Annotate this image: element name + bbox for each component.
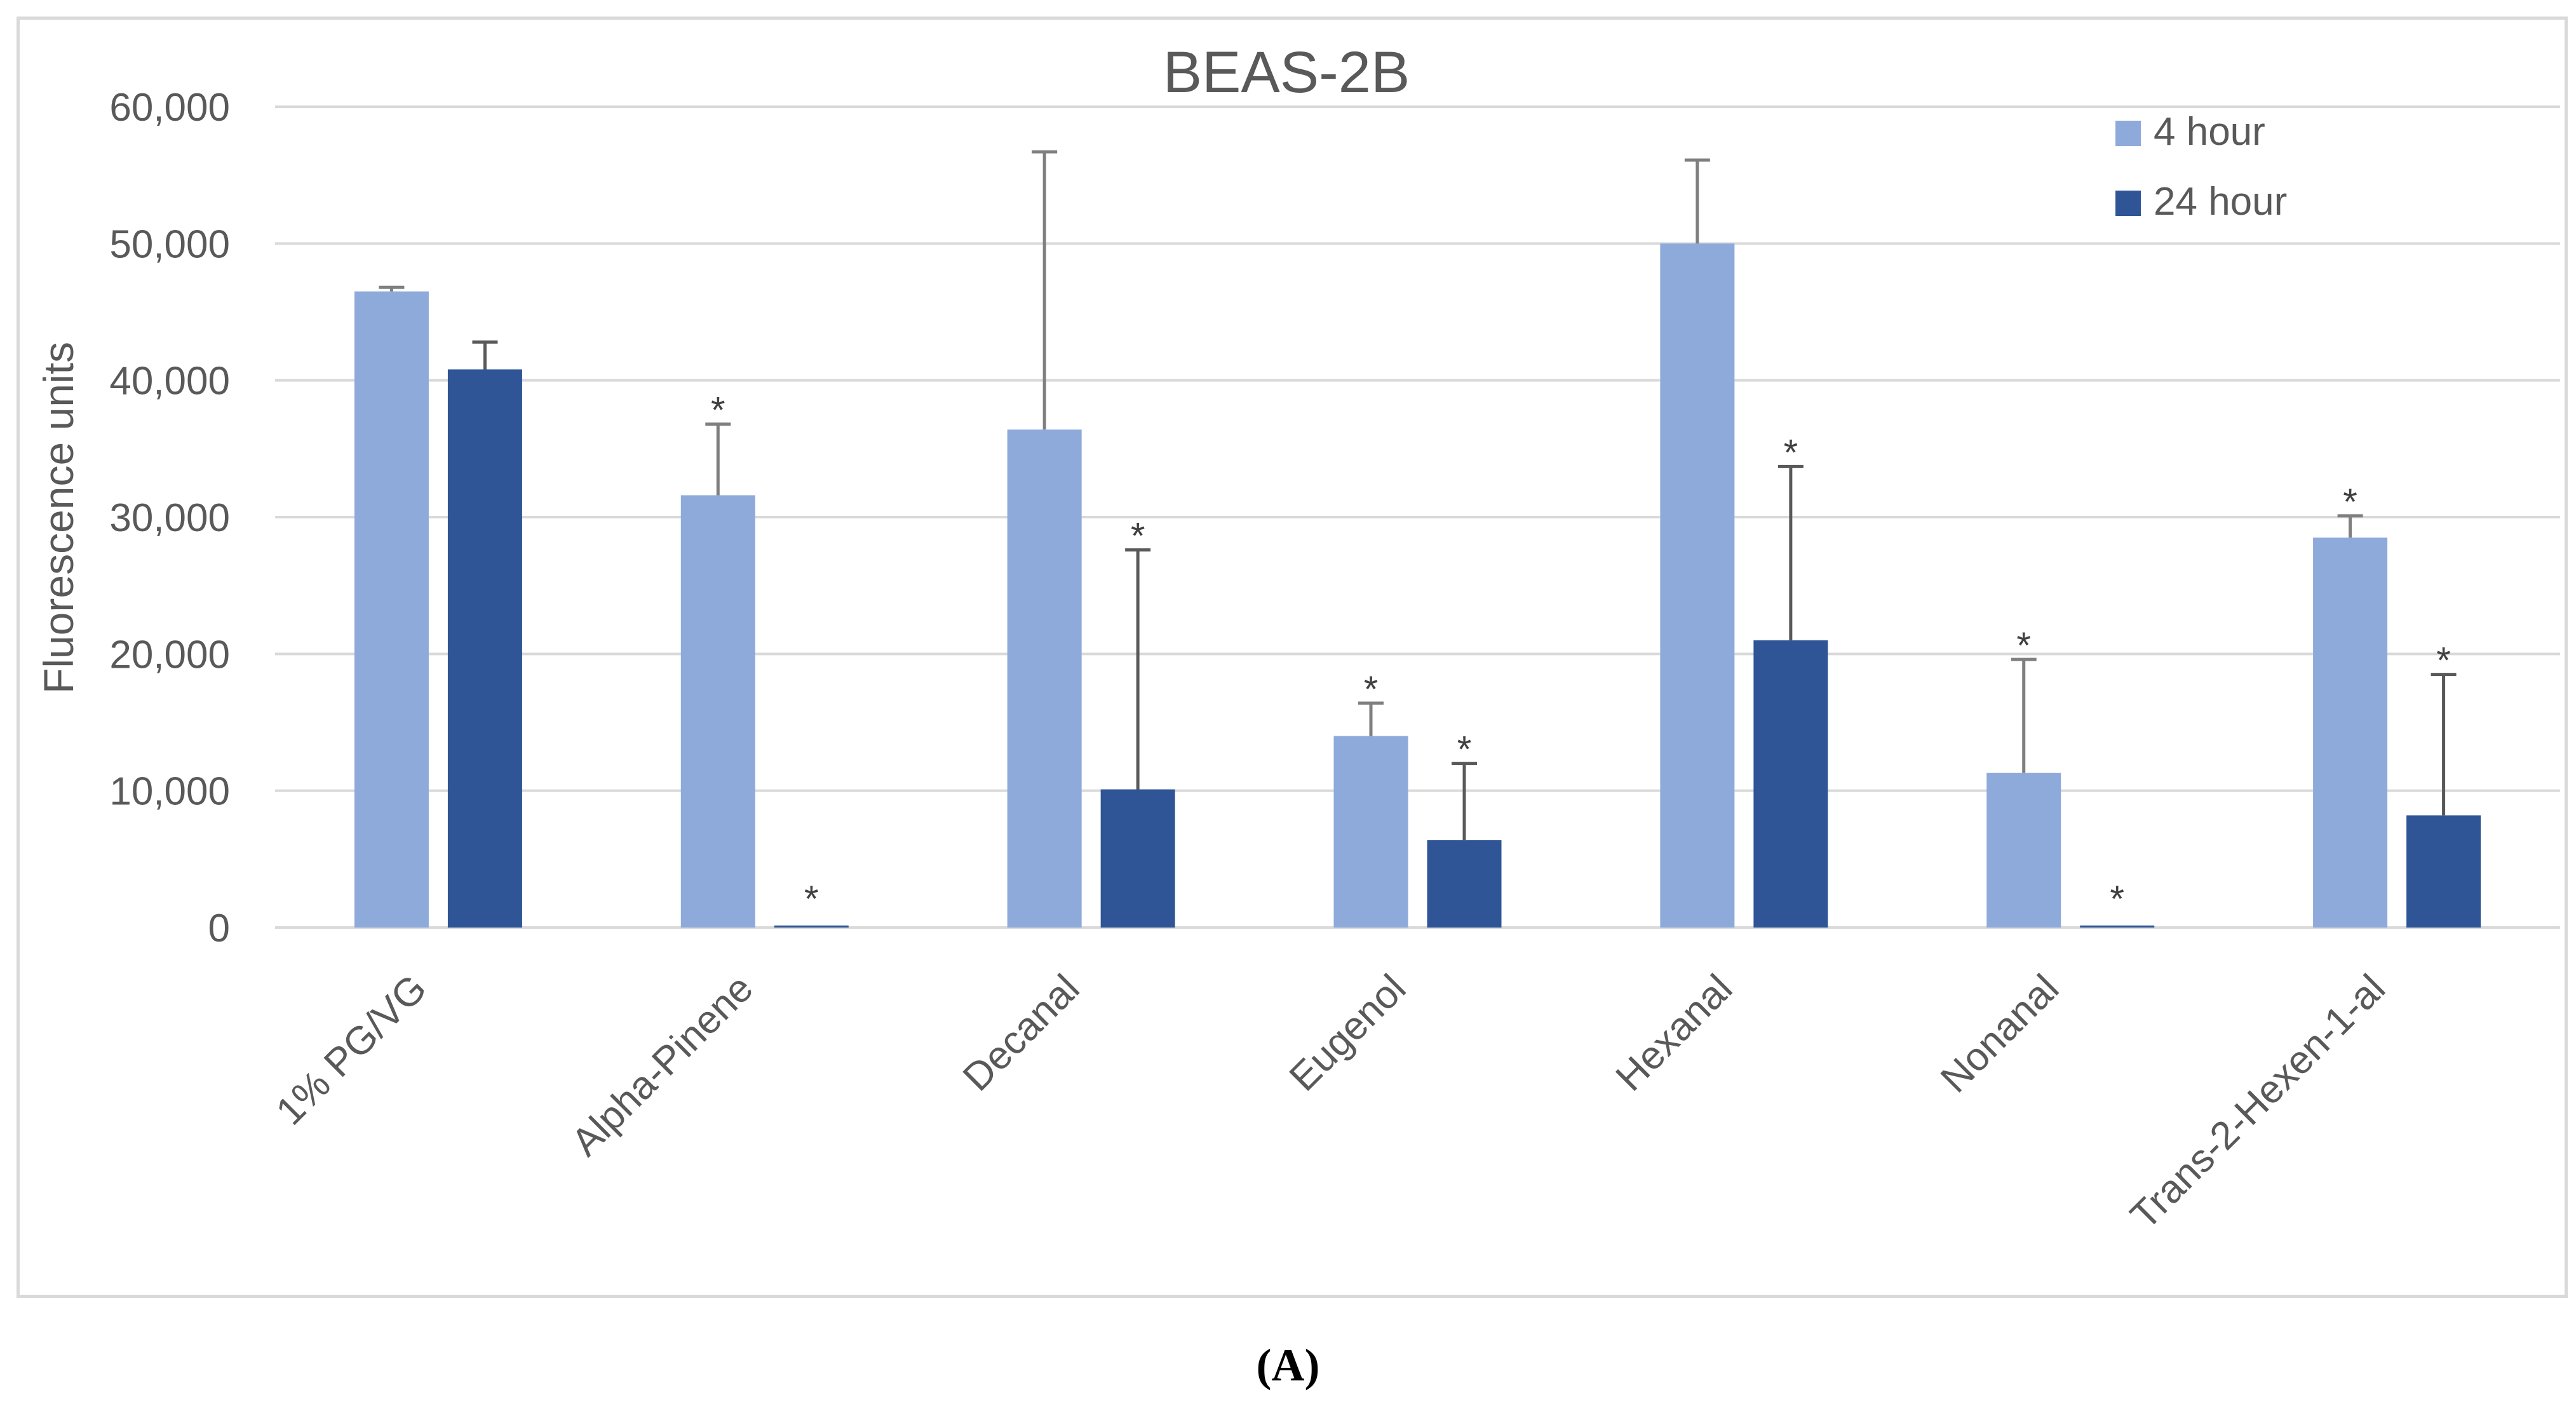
y-tick-label: 20,000 xyxy=(109,633,230,677)
significance-marker: * xyxy=(1131,516,1145,557)
y-axis-label: Fluorescence units xyxy=(35,342,82,694)
bar-4h xyxy=(1333,736,1408,928)
x-tick-label: Alpha-Pinene xyxy=(563,966,762,1164)
significance-marker: * xyxy=(1364,669,1379,710)
bar-24h xyxy=(774,925,849,928)
bar-area xyxy=(354,150,2481,928)
bar-4h xyxy=(354,291,429,928)
x-tick-label: Decanal xyxy=(955,966,1088,1100)
significance-marker: * xyxy=(1784,432,1798,473)
significance-marker: * xyxy=(2110,879,2124,920)
chart-title: BEAS-2B xyxy=(1163,40,1410,105)
x-tick-label: 1% PG/VG xyxy=(268,966,435,1133)
y-tick-label: 10,000 xyxy=(109,770,230,814)
bar-24h xyxy=(1427,840,1502,928)
legend-label: 24 hour xyxy=(2154,180,2287,224)
y-tick-label: 60,000 xyxy=(109,86,230,130)
significance-marker: * xyxy=(804,879,819,920)
legend-label: 4 hour xyxy=(2154,110,2265,154)
x-tick-label: Hexanal xyxy=(1608,966,1741,1100)
x-tick-label: Trans-2-Hexen-1-al xyxy=(2122,966,2394,1238)
bar-4h xyxy=(2313,537,2388,928)
y-tick-label: 0 xyxy=(208,907,230,950)
y-tick-label: 40,000 xyxy=(109,360,230,403)
bar-24h xyxy=(1100,789,1175,928)
bar-4h xyxy=(680,495,755,928)
x-tick-label: Eugenol xyxy=(1281,966,1415,1100)
bar-24h xyxy=(2080,925,2155,928)
y-tick-label: 50,000 xyxy=(109,222,230,266)
x-tick-label: Nonanal xyxy=(1932,966,2067,1101)
bar-24h xyxy=(1753,640,1828,928)
significance-marker: * xyxy=(2436,640,2451,682)
legend-swatch xyxy=(2115,191,2141,216)
bar-4h xyxy=(1986,773,2061,928)
gridlines xyxy=(275,105,2560,929)
legend-swatch xyxy=(2115,121,2141,146)
significance-marker: * xyxy=(711,390,725,431)
bar-4h xyxy=(1660,243,1735,928)
legend: 4 hour 24 hour xyxy=(2115,110,2287,224)
significance-marker: * xyxy=(2343,482,2357,523)
y-tick-label: 30,000 xyxy=(109,496,230,540)
bar-4h xyxy=(1007,429,1082,928)
chart-frame xyxy=(17,17,2568,1298)
bar-24h xyxy=(447,369,522,928)
figure-caption: (A) xyxy=(1256,1340,1320,1391)
significance-marker: * xyxy=(1457,729,1472,771)
bar-24h xyxy=(2406,815,2481,928)
significance-marker: * xyxy=(2016,625,2031,666)
